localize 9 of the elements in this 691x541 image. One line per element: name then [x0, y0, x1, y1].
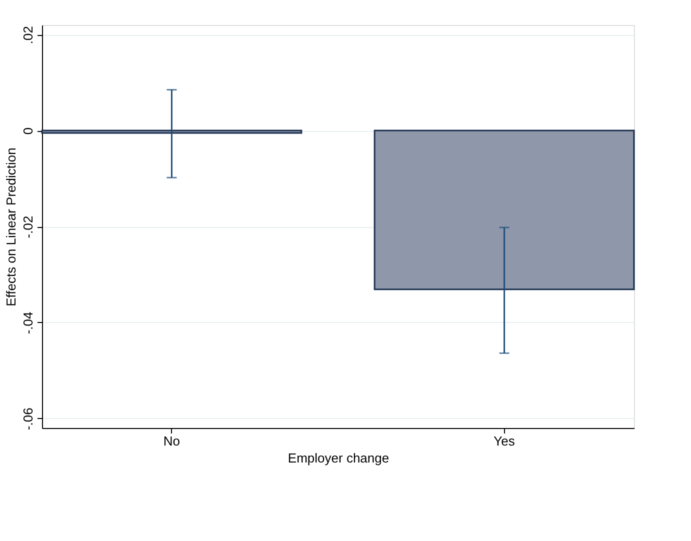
y-tick-label: -.04 [20, 312, 36, 334]
x-axis-title: Employer change [288, 450, 390, 466]
x-tick-label: Yes [494, 434, 516, 448]
y-tick-label: 0 [20, 127, 36, 135]
y-tick-label: -.06 [20, 408, 36, 430]
y-tick-label: -.02 [20, 216, 36, 238]
y-tick-label: .02 [20, 26, 36, 44]
y-axis-title: Effects on Linear Prediction [4, 148, 18, 306]
x-tick-label: No [163, 434, 180, 448]
